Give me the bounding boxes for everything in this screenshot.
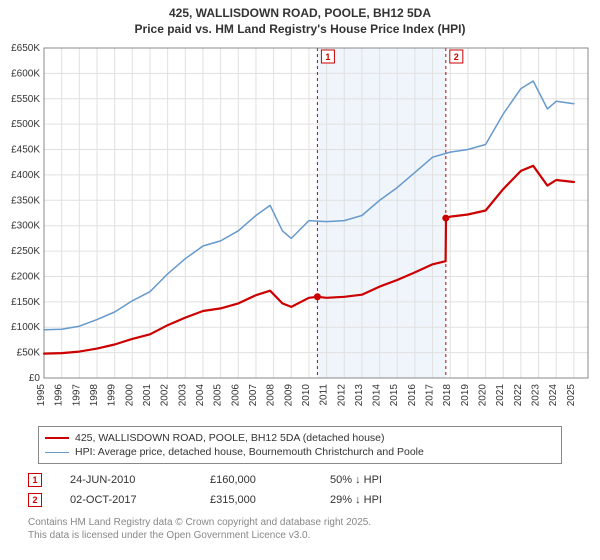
svg-text:2000: 2000 bbox=[124, 384, 135, 407]
svg-text:2008: 2008 bbox=[266, 384, 277, 407]
svg-text:2019: 2019 bbox=[460, 384, 471, 407]
svg-text:£450K: £450K bbox=[11, 145, 40, 156]
svg-text:1998: 1998 bbox=[89, 384, 100, 407]
title-line1: 425, WALLISDOWN ROAD, POOLE, BH12 5DA bbox=[0, 6, 600, 22]
svg-text:2010: 2010 bbox=[301, 384, 312, 407]
footer-attribution: Contains HM Land Registry data © Crown c… bbox=[28, 516, 371, 542]
svg-text:2022: 2022 bbox=[513, 384, 524, 407]
svg-text:2013: 2013 bbox=[354, 384, 365, 407]
svg-text:2021: 2021 bbox=[495, 384, 506, 407]
legend-item: 425, WALLISDOWN ROAD, POOLE, BH12 5DA (d… bbox=[45, 431, 555, 445]
svg-text:2005: 2005 bbox=[213, 384, 224, 407]
svg-text:£200K: £200K bbox=[11, 271, 40, 282]
title-line2: Price paid vs. HM Land Registry's House … bbox=[0, 22, 600, 38]
transaction-date: 02-OCT-2017 bbox=[70, 494, 210, 506]
legend: 425, WALLISDOWN ROAD, POOLE, BH12 5DA (d… bbox=[38, 426, 562, 464]
svg-text:2003: 2003 bbox=[177, 384, 188, 407]
svg-text:1: 1 bbox=[325, 52, 330, 62]
svg-text:£0: £0 bbox=[29, 373, 41, 384]
legend-item: HPI: Average price, detached house, Bour… bbox=[45, 445, 555, 459]
line-chart: 1 2 £0 £50K £100K £150K £200K £250K £300K £350K £4… bbox=[0, 40, 600, 420]
svg-text:2024: 2024 bbox=[548, 384, 559, 407]
svg-text:2016: 2016 bbox=[407, 384, 418, 407]
svg-text:£300K: £300K bbox=[11, 221, 40, 232]
svg-text:2017: 2017 bbox=[425, 384, 436, 407]
svg-text:1995: 1995 bbox=[36, 384, 47, 407]
svg-text:2020: 2020 bbox=[478, 384, 489, 407]
svg-text:£600K: £600K bbox=[11, 68, 40, 79]
svg-text:£650K: £650K bbox=[11, 43, 40, 54]
transaction-date: 24-JUN-2010 bbox=[70, 474, 210, 486]
legend-label: HPI: Average price, detached house, Bour… bbox=[75, 446, 424, 458]
footer-line2: This data is licensed under the Open Gov… bbox=[28, 529, 371, 542]
svg-text:£50K: £50K bbox=[17, 348, 41, 359]
svg-text:£350K: £350K bbox=[11, 195, 40, 206]
chart-container: 425, WALLISDOWN ROAD, POOLE, BH12 5DA Pr… bbox=[0, 0, 600, 560]
svg-text:2009: 2009 bbox=[283, 384, 294, 407]
svg-text:£500K: £500K bbox=[11, 119, 40, 130]
legend-label: 425, WALLISDOWN ROAD, POOLE, BH12 5DA (d… bbox=[75, 432, 385, 444]
legend-swatch bbox=[45, 452, 69, 453]
transaction-marker: 2 bbox=[28, 493, 42, 507]
transaction-diff: 29% ↓ HPI bbox=[330, 494, 450, 506]
transaction-price: £315,000 bbox=[210, 494, 330, 506]
svg-text:2001: 2001 bbox=[142, 384, 153, 407]
svg-text:2014: 2014 bbox=[372, 384, 383, 407]
svg-text:2018: 2018 bbox=[442, 384, 453, 407]
legend-swatch bbox=[45, 437, 69, 439]
transactions-table: 1 24-JUN-2010£160,00050% ↓ HPI 2 02-OCT-201… bbox=[28, 470, 450, 510]
transaction-price: £160,000 bbox=[210, 474, 330, 486]
svg-text:2012: 2012 bbox=[336, 384, 347, 407]
svg-text:£550K: £550K bbox=[11, 94, 40, 105]
svg-text:2: 2 bbox=[454, 52, 459, 62]
svg-text:£400K: £400K bbox=[11, 170, 40, 181]
transaction-diff: 50% ↓ HPI bbox=[330, 474, 450, 486]
svg-text:£250K: £250K bbox=[11, 246, 40, 257]
svg-text:1997: 1997 bbox=[71, 384, 82, 407]
svg-text:£100K: £100K bbox=[11, 322, 40, 333]
svg-text:2007: 2007 bbox=[248, 384, 259, 407]
svg-text:2025: 2025 bbox=[566, 384, 577, 407]
svg-text:2004: 2004 bbox=[195, 384, 206, 407]
svg-text:1999: 1999 bbox=[107, 384, 118, 407]
transaction-marker: 1 bbox=[28, 473, 42, 487]
svg-text:2002: 2002 bbox=[160, 384, 171, 407]
svg-text:1996: 1996 bbox=[54, 384, 65, 407]
svg-text:2006: 2006 bbox=[230, 384, 241, 407]
footer-line1: Contains HM Land Registry data © Crown c… bbox=[28, 516, 371, 529]
chart-title: 425, WALLISDOWN ROAD, POOLE, BH12 5DA Pr… bbox=[0, 0, 600, 37]
chart-area: 1 2 £0 £50K £100K £150K £200K £250K £300K £350K £4… bbox=[0, 40, 600, 420]
transaction-row: 2 02-OCT-2017£315,00029% ↓ HPI bbox=[28, 490, 450, 510]
transaction-row: 1 24-JUN-2010£160,00050% ↓ HPI bbox=[28, 470, 450, 490]
svg-text:£150K: £150K bbox=[11, 297, 40, 308]
svg-text:2011: 2011 bbox=[319, 384, 330, 406]
svg-text:2015: 2015 bbox=[389, 384, 400, 407]
svg-text:2023: 2023 bbox=[531, 384, 542, 407]
